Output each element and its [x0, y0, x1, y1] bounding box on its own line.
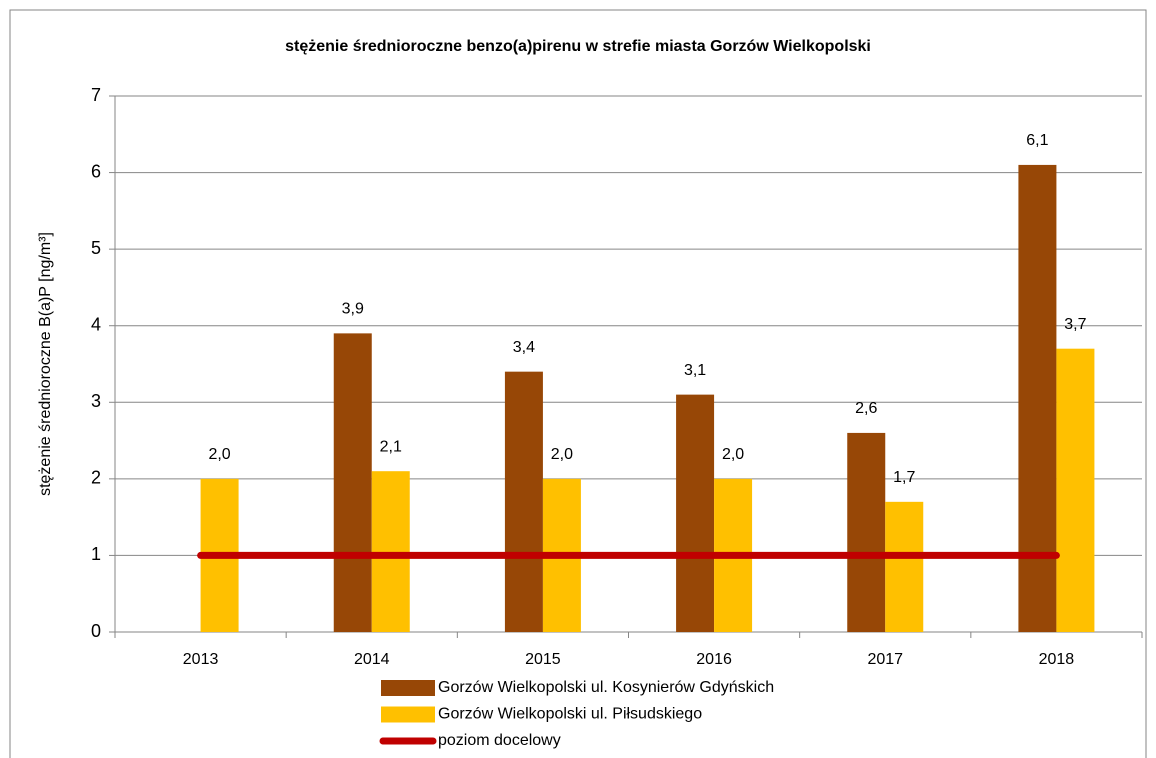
legend-label: Gorzów Wielkopolski ul. Kosynierów Gdyńs…	[438, 679, 774, 696]
legend-swatch	[381, 680, 435, 696]
bar	[333, 333, 372, 632]
y-tick-label: 1	[91, 544, 101, 564]
data-label: 3,9	[342, 301, 364, 318]
bar	[1018, 164, 1057, 632]
bar	[1056, 348, 1095, 632]
x-tick-label: 2013	[183, 651, 219, 668]
y-tick-label: 2	[91, 468, 101, 488]
bar	[847, 432, 886, 632]
bar	[504, 371, 543, 632]
data-label: 1,7	[893, 469, 915, 486]
bar	[885, 501, 924, 632]
data-label: 3,7	[1064, 316, 1086, 333]
data-label: 2,0	[722, 446, 744, 463]
data-label: 2,6	[855, 400, 877, 417]
y-tick-label: 4	[91, 314, 101, 334]
legend-label: poziom docelowy	[438, 732, 561, 749]
y-tick-label: 5	[91, 238, 101, 258]
bar	[371, 471, 410, 632]
y-tick-label: 3	[91, 391, 101, 411]
chart-title: stężenie średnioroczne benzo(a)pirenu w …	[285, 38, 871, 55]
data-label: 2,0	[551, 446, 573, 463]
legend-label: Gorzów Wielkopolski ul. Piłsudskiego	[438, 706, 702, 723]
y-tick-label: 7	[91, 85, 101, 105]
x-tick-label: 2014	[354, 651, 390, 668]
data-label: 2,1	[380, 438, 402, 455]
x-tick-label: 2017	[867, 651, 903, 668]
legend-swatch	[381, 706, 435, 723]
data-label: 6,1	[1026, 132, 1048, 149]
x-tick-label: 2015	[525, 651, 561, 668]
y-axis-label: stężenie średnioroczne B(a)P [ng/m³]	[37, 232, 54, 496]
chart-frame	[9, 9, 1147, 758]
x-tick-label: 2016	[696, 651, 732, 668]
y-tick-label: 0	[91, 621, 101, 641]
data-label: 3,4	[513, 339, 535, 356]
bar	[676, 394, 715, 632]
x-tick-label: 2018	[1039, 651, 1075, 668]
y-tick-label: 6	[91, 161, 101, 181]
data-label: 2,0	[208, 446, 230, 463]
data-label: 3,1	[684, 362, 706, 379]
